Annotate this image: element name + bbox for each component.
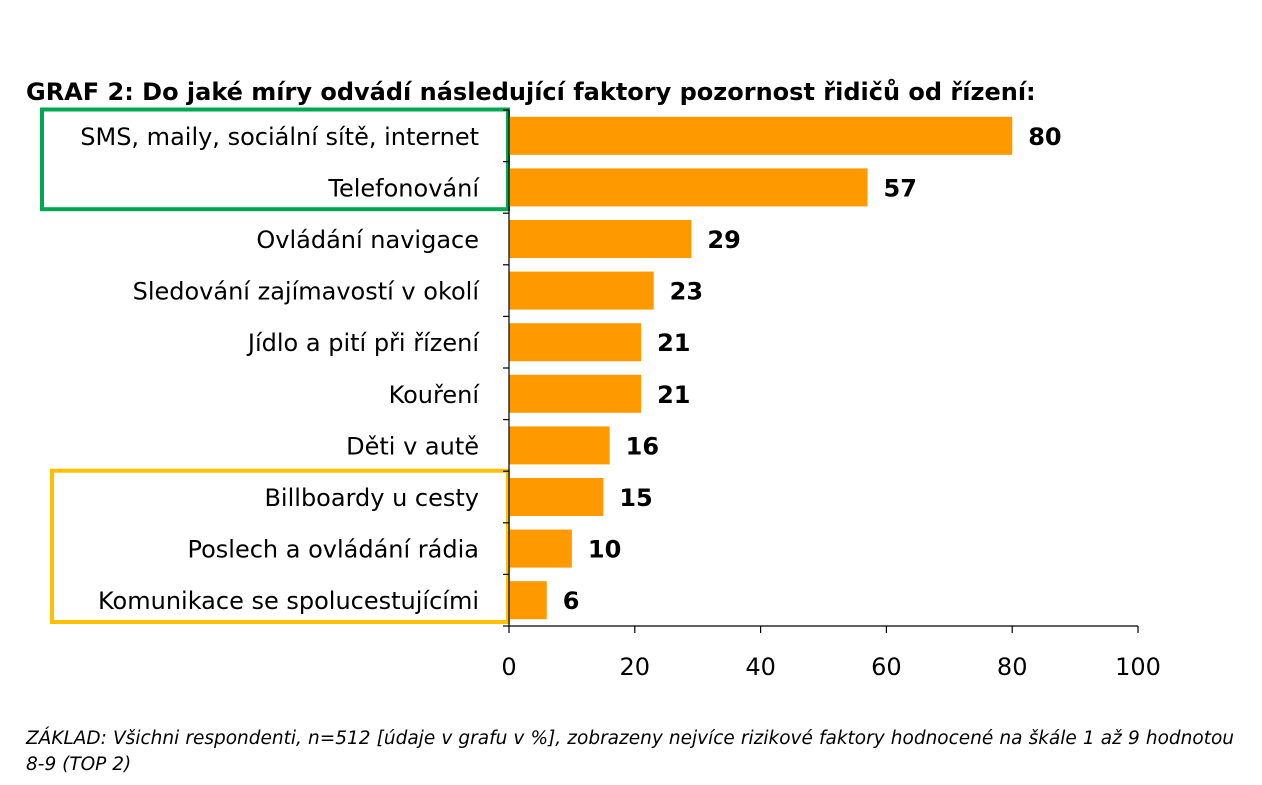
category-label-7: Děti v autě xyxy=(346,432,479,460)
category-label-2: Telefonování xyxy=(327,174,480,202)
x-tick-label-5: 100 xyxy=(1115,653,1161,681)
category-labels: SMS, maily, sociální sítě, internet Telef… xyxy=(80,123,480,615)
x-tick-label-4: 80 xyxy=(997,653,1028,681)
bars xyxy=(509,116,1013,620)
x-tick-label-2: 40 xyxy=(745,653,776,681)
bar-6 xyxy=(509,374,642,413)
category-label-1: SMS, maily, sociální sítě, internet xyxy=(80,123,479,151)
value-label-5: 21 xyxy=(657,329,690,357)
bar-7 xyxy=(509,426,610,465)
value-label-8: 15 xyxy=(619,484,652,512)
value-label-10: 6 xyxy=(563,587,580,615)
bar-chart: SMS, maily, sociální sítě, internet Telef… xyxy=(40,107,1161,681)
category-label-6: Kouření xyxy=(389,381,481,409)
x-tick-label-1: 20 xyxy=(620,653,651,681)
footnote: ZÁKLAD: Všichni respondenti, n=512 [údaj… xyxy=(26,728,1234,775)
bar-10 xyxy=(509,581,547,620)
bar-1 xyxy=(509,116,1013,155)
highlight-boxes xyxy=(40,107,510,625)
value-label-7: 16 xyxy=(626,432,659,460)
axes: 0 20 40 60 80 100 xyxy=(501,109,1161,681)
category-label-9: Poslech a ovládání rádia xyxy=(187,536,479,564)
value-label-1: 80 xyxy=(1028,123,1061,151)
bar-5 xyxy=(509,323,642,362)
bar-9 xyxy=(509,529,572,568)
value-label-4: 23 xyxy=(670,278,703,306)
value-label-9: 10 xyxy=(588,536,621,564)
chart-title: GRAF 2: Do jaké míry odvádí následující … xyxy=(26,78,1036,106)
bar-4 xyxy=(509,271,654,310)
highlight-box-2 xyxy=(50,468,510,625)
bar-8 xyxy=(509,478,604,516)
category-label-5: Jídlo a pití při řízení xyxy=(246,329,480,357)
value-label-6: 21 xyxy=(657,381,690,409)
category-label-4: Sledování zajímavostí v okolí xyxy=(133,278,481,306)
value-label-3: 29 xyxy=(707,226,740,254)
category-label-8: Billboardy u cesty xyxy=(264,484,479,512)
value-label-2: 57 xyxy=(884,174,917,202)
highlight-box-1 xyxy=(40,107,510,212)
bar-3 xyxy=(509,220,692,258)
category-label-3: Ovládání navigace xyxy=(256,226,479,254)
x-tick-label-0: 0 xyxy=(501,653,516,681)
category-label-10: Komunikace se spolucestujícími xyxy=(98,587,479,615)
x-tick-label-3: 60 xyxy=(871,653,902,681)
bar-2 xyxy=(509,168,868,207)
